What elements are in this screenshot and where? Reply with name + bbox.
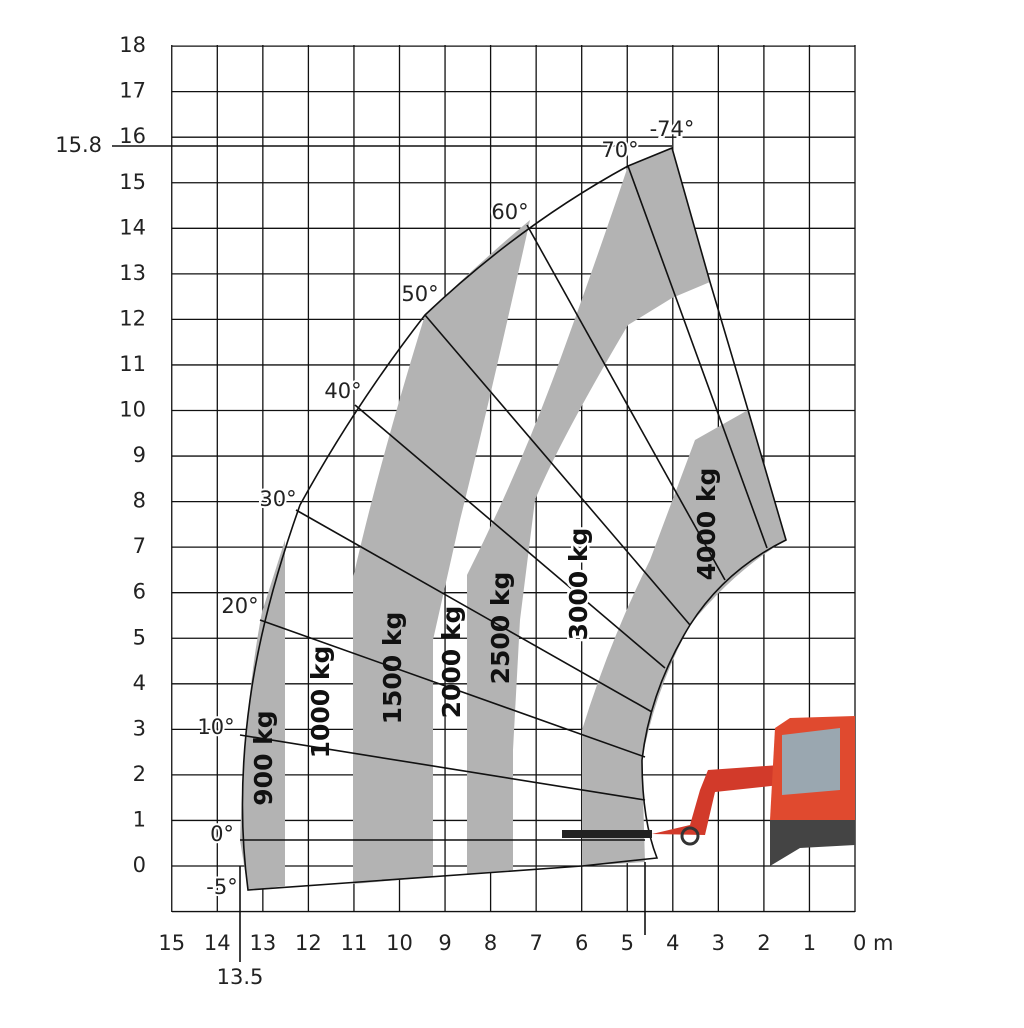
angle-line [424, 314, 691, 626]
y-tick-label: 16 [119, 124, 146, 148]
x-tick-label: 7 [529, 931, 542, 955]
load-label: 900 kg [249, 710, 278, 805]
y-tick-label: 15 [119, 170, 146, 194]
y-tick-label: 1 [133, 807, 146, 831]
x-tick-label: 10 [386, 931, 413, 955]
y-tick-label: 17 [119, 79, 146, 103]
max-height-label: 15.8 [55, 133, 102, 157]
x-tick-label: 12 [295, 931, 322, 955]
x-tick-label: 1 [803, 931, 816, 955]
chassis [770, 820, 855, 866]
angle-label: 20° [221, 594, 258, 618]
load-label: 2000 kg [437, 606, 466, 719]
x-tick-label: 11 [341, 931, 368, 955]
y-tick-label: 5 [133, 625, 146, 649]
angle-label: -5° [206, 875, 237, 899]
x-tick-label: 6 [575, 931, 588, 955]
envelope-lines [112, 145, 787, 962]
angle-line [239, 734, 646, 801]
angle-label: 40° [324, 379, 361, 403]
x-tick-label: 5 [621, 931, 634, 955]
forks [562, 830, 652, 838]
y-tick-label: 0 [133, 853, 146, 877]
band-900 [240, 540, 285, 890]
x-tick-label: 4 [666, 931, 679, 955]
y-tick-label: 7 [133, 534, 146, 558]
angle-line [627, 165, 768, 549]
angle-line [354, 404, 666, 669]
angle-label: 60° [491, 200, 528, 224]
x-tick-label: 15 [158, 931, 185, 955]
y-tick-label: 3 [133, 716, 146, 740]
band-2500 [467, 148, 710, 875]
max-reach-label: 13.5 [217, 965, 264, 989]
x-tick-label: 2 [757, 931, 770, 955]
angle-label: -74° [650, 117, 695, 141]
y-tick-label: 6 [133, 580, 146, 604]
envelope [241, 146, 787, 891]
boom [652, 765, 780, 835]
angle-label: 30° [259, 487, 296, 511]
hitch [680, 826, 700, 846]
x-tick-label: 8 [484, 931, 497, 955]
y-tick-label: 12 [119, 306, 146, 330]
y-tick-label: 4 [133, 671, 146, 695]
y-tick-label: 14 [119, 215, 146, 239]
window [782, 728, 840, 795]
load-label: 4000 kg [692, 468, 721, 581]
angle-label: 70° [601, 138, 638, 162]
y-tick-label: 8 [133, 489, 146, 513]
angle-line [295, 509, 653, 713]
x-tick-label: 14 [204, 931, 231, 955]
x-tick-label: 3 [712, 931, 725, 955]
load-label: 2500 kg [486, 572, 515, 685]
y-tick-label: 13 [119, 261, 146, 285]
y-tick-label: 11 [119, 352, 146, 376]
load-label: 1000 kg [306, 646, 335, 759]
angle-label: 10° [197, 715, 234, 739]
y-tick-label: 2 [133, 762, 146, 786]
load-label: 1500 kg [378, 612, 407, 725]
x-tick-label: 9 [438, 931, 451, 955]
x-tick-label: 13 [249, 931, 276, 955]
y-tick-label: 10 [119, 398, 146, 422]
angle-line [259, 619, 646, 758]
machine [562, 716, 855, 866]
angle-line [526, 224, 726, 581]
x-tick-label: 0 m [853, 931, 894, 955]
y-tick-label: 9 [133, 443, 146, 467]
angle-label: 0° [210, 822, 234, 846]
load-label: 3000 kg [564, 528, 593, 641]
angle-label: 50° [401, 282, 438, 306]
y-tick-label: 18 [119, 33, 146, 57]
